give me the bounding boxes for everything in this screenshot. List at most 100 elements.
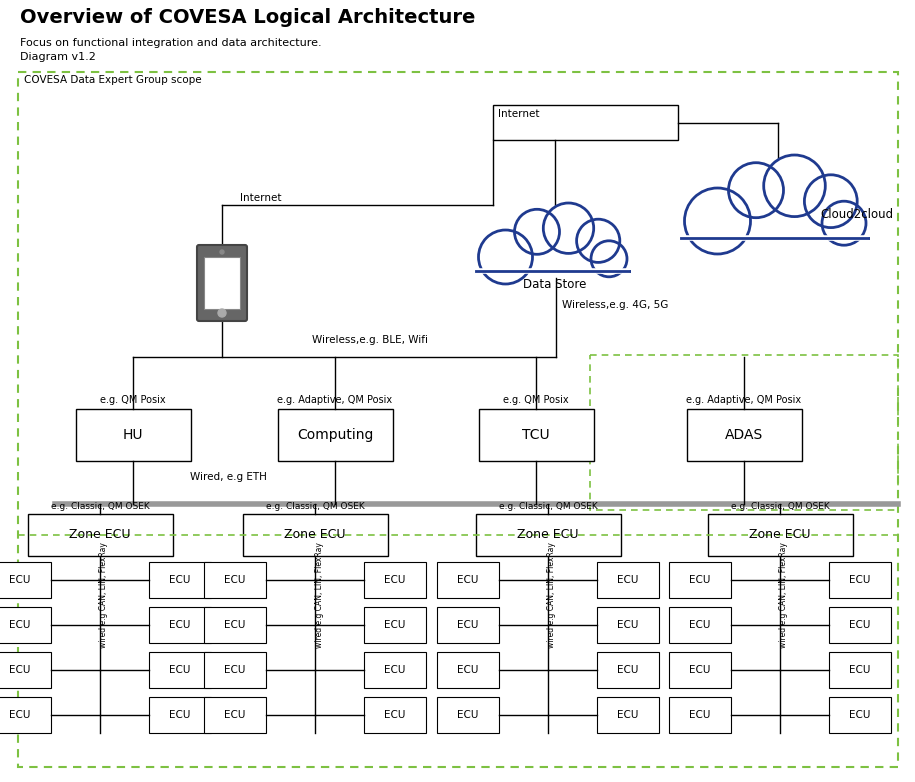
Text: Focus on functional integration and data architecture.: Focus on functional integration and data… xyxy=(20,38,322,48)
Bar xyxy=(829,697,891,733)
Bar xyxy=(476,221,629,273)
Bar xyxy=(597,562,659,598)
Bar xyxy=(76,409,190,461)
Bar xyxy=(18,72,898,767)
Text: ECU: ECU xyxy=(849,620,871,630)
Text: ECU: ECU xyxy=(224,575,246,585)
Text: e.g. Adaptive, QM Posix: e.g. Adaptive, QM Posix xyxy=(277,395,393,405)
Text: ECU: ECU xyxy=(689,575,711,585)
Text: HU: HU xyxy=(123,428,144,442)
Text: ECU: ECU xyxy=(384,575,405,585)
Bar xyxy=(364,697,426,733)
Text: ECU: ECU xyxy=(849,575,871,585)
Text: ECU: ECU xyxy=(169,710,190,720)
Bar xyxy=(437,652,499,688)
Text: e.g. Classic, QM OSEK: e.g. Classic, QM OSEK xyxy=(265,502,364,511)
Text: Data Store: Data Store xyxy=(523,278,587,291)
Bar xyxy=(364,607,426,643)
Text: e.g. QM Posix: e.g. QM Posix xyxy=(100,395,166,405)
Text: ECU: ECU xyxy=(9,710,31,720)
Text: ECU: ECU xyxy=(384,710,405,720)
Text: ECU: ECU xyxy=(224,620,246,630)
Text: ECU: ECU xyxy=(689,710,711,720)
Bar xyxy=(597,607,659,643)
Bar xyxy=(0,562,51,598)
Bar xyxy=(204,257,240,309)
Bar xyxy=(669,562,731,598)
Bar xyxy=(149,652,211,688)
Text: e.g. Classic, QM OSEK: e.g. Classic, QM OSEK xyxy=(499,502,597,511)
Bar xyxy=(707,514,853,556)
Text: ECU: ECU xyxy=(458,575,479,585)
Circle shape xyxy=(479,230,533,284)
Text: ECU: ECU xyxy=(458,665,479,675)
Bar xyxy=(364,652,426,688)
Text: ECU: ECU xyxy=(618,575,639,585)
Text: ECU: ECU xyxy=(9,665,31,675)
Bar xyxy=(204,562,266,598)
Bar xyxy=(0,652,51,688)
Bar xyxy=(27,514,173,556)
Text: ECU: ECU xyxy=(849,710,871,720)
Text: ECU: ECU xyxy=(458,710,479,720)
Bar xyxy=(829,607,891,643)
Text: Wireless,e.g. 4G, 5G: Wireless,e.g. 4G, 5G xyxy=(562,300,668,310)
Text: Computing: Computing xyxy=(296,428,373,442)
Text: ECU: ECU xyxy=(384,665,405,675)
Text: Overview of COVESA Logical Architecture: Overview of COVESA Logical Architecture xyxy=(20,8,476,27)
Text: ECU: ECU xyxy=(169,575,190,585)
Text: wired e.g CAN, LIN, FlexRay: wired e.g CAN, LIN, FlexRay xyxy=(780,542,789,647)
Text: e.g. Adaptive, QM Posix: e.g. Adaptive, QM Posix xyxy=(686,395,802,405)
Circle shape xyxy=(822,201,866,246)
Text: ECU: ECU xyxy=(224,710,246,720)
Bar xyxy=(669,652,731,688)
Bar xyxy=(242,514,387,556)
Bar xyxy=(0,607,51,643)
Text: Internet: Internet xyxy=(240,193,282,203)
Text: ECU: ECU xyxy=(689,665,711,675)
Circle shape xyxy=(684,188,750,254)
Text: Internet: Internet xyxy=(498,109,540,119)
Bar xyxy=(681,177,868,241)
Text: ECU: ECU xyxy=(689,620,711,630)
Circle shape xyxy=(764,155,825,217)
Text: ECU: ECU xyxy=(169,665,190,675)
Text: ECU: ECU xyxy=(9,575,31,585)
Bar xyxy=(364,562,426,598)
Text: COVESA Data Expert Group scope: COVESA Data Expert Group scope xyxy=(24,75,201,85)
Circle shape xyxy=(514,210,559,254)
Bar xyxy=(597,652,659,688)
Text: wired e.g CAN, LIN, FlexRay: wired e.g CAN, LIN, FlexRay xyxy=(315,542,324,647)
Text: ECU: ECU xyxy=(458,620,479,630)
Bar xyxy=(829,652,891,688)
Text: ECU: ECU xyxy=(224,665,246,675)
Text: ECU: ECU xyxy=(384,620,405,630)
Circle shape xyxy=(576,219,619,263)
Text: Zone ECU: Zone ECU xyxy=(517,529,579,541)
Text: Diagram v1.2: Diagram v1.2 xyxy=(20,52,96,62)
Bar xyxy=(669,607,731,643)
Circle shape xyxy=(220,250,224,254)
Circle shape xyxy=(728,163,783,217)
Circle shape xyxy=(218,309,226,317)
Circle shape xyxy=(804,175,857,228)
Text: e.g. Classic, QM OSEK: e.g. Classic, QM OSEK xyxy=(50,502,149,511)
Text: Zone ECU: Zone ECU xyxy=(749,529,811,541)
Bar xyxy=(149,562,211,598)
Bar xyxy=(686,409,802,461)
Bar xyxy=(479,409,594,461)
Bar xyxy=(597,697,659,733)
Circle shape xyxy=(591,241,627,277)
Bar xyxy=(149,607,211,643)
Text: ECU: ECU xyxy=(849,665,871,675)
Bar xyxy=(437,607,499,643)
Text: Wireless,e.g. BLE, Wifi: Wireless,e.g. BLE, Wifi xyxy=(312,335,428,345)
Text: ECU: ECU xyxy=(9,620,31,630)
Text: ECU: ECU xyxy=(169,620,190,630)
Text: e.g. QM Posix: e.g. QM Posix xyxy=(503,395,569,405)
Text: TCU: TCU xyxy=(522,428,550,442)
Text: ECU: ECU xyxy=(618,620,639,630)
Bar xyxy=(669,697,731,733)
Bar xyxy=(590,355,898,510)
Text: wired e.g CAN, LIN, FlexRay: wired e.g CAN, LIN, FlexRay xyxy=(100,542,109,647)
